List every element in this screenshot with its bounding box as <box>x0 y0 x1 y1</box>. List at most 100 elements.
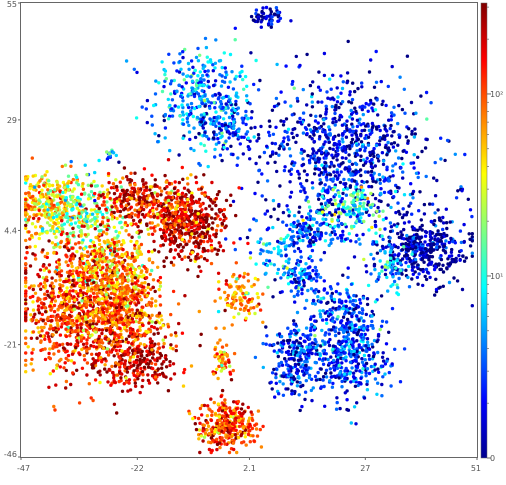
data-point <box>44 266 48 270</box>
data-point <box>255 139 259 143</box>
data-point <box>363 136 367 140</box>
data-point <box>398 212 402 216</box>
data-point <box>348 93 352 97</box>
data-point <box>192 106 197 111</box>
data-point <box>348 146 352 151</box>
data-point <box>249 14 254 19</box>
data-point <box>379 187 383 191</box>
data-point <box>121 176 125 180</box>
data-point <box>123 252 128 256</box>
data-point <box>351 81 355 85</box>
data-point <box>199 120 203 124</box>
data-point <box>150 221 154 225</box>
data-point <box>291 79 295 84</box>
data-point <box>24 276 28 280</box>
data-point <box>168 82 173 86</box>
data-point <box>175 196 179 201</box>
data-point <box>272 207 276 211</box>
data-point <box>434 232 439 237</box>
data-point <box>30 351 34 355</box>
data-point <box>109 383 113 387</box>
data-point <box>206 249 210 253</box>
data-point <box>341 80 345 84</box>
data-point <box>314 127 318 131</box>
data-point <box>24 298 28 302</box>
data-point <box>133 190 137 194</box>
data-point <box>131 355 136 359</box>
data-point <box>343 222 347 226</box>
data-point <box>387 239 392 244</box>
data-point <box>149 304 153 308</box>
data-point <box>118 195 122 199</box>
data-point <box>45 221 50 225</box>
data-point <box>296 120 300 124</box>
data-point <box>405 233 409 238</box>
data-point <box>374 80 379 85</box>
data-point <box>185 103 190 107</box>
data-point <box>199 269 203 273</box>
data-point <box>334 202 338 206</box>
data-point <box>341 209 345 213</box>
data-point <box>137 266 142 270</box>
data-point <box>130 251 134 256</box>
data-point <box>66 320 70 324</box>
data-point <box>468 244 473 248</box>
data-point <box>444 239 448 243</box>
data-point <box>433 194 438 198</box>
data-point <box>71 226 75 231</box>
data-point <box>330 217 334 222</box>
data-point <box>364 101 368 106</box>
data-point <box>207 137 211 141</box>
data-point <box>173 223 177 227</box>
data-point <box>370 106 374 110</box>
data-point <box>336 163 341 167</box>
data-point <box>407 204 411 208</box>
data-point <box>398 75 402 79</box>
data-point <box>77 211 81 215</box>
data-point <box>61 180 66 185</box>
data-point <box>202 83 206 88</box>
data-point <box>318 182 322 186</box>
data-point <box>184 81 188 85</box>
data-point <box>116 234 120 238</box>
data-point <box>45 331 49 335</box>
data-point <box>81 187 86 191</box>
data-point <box>92 249 97 253</box>
data-point <box>78 352 82 357</box>
data-point <box>264 5 269 10</box>
data-point <box>281 210 286 215</box>
data-point <box>221 105 225 110</box>
data-point <box>351 125 355 129</box>
data-point <box>347 100 351 104</box>
data-point <box>424 255 429 259</box>
data-point <box>53 221 57 225</box>
data-point <box>214 196 218 201</box>
data-point <box>156 223 160 227</box>
data-point <box>71 274 76 279</box>
data-point <box>160 362 164 366</box>
data-point <box>100 328 105 332</box>
data-point <box>189 75 193 79</box>
data-point <box>367 103 371 107</box>
data-point <box>31 368 35 372</box>
data-point <box>157 134 161 138</box>
data-point <box>433 160 437 165</box>
data-point <box>142 343 146 347</box>
data-point <box>164 77 168 81</box>
data-point <box>416 263 420 267</box>
data-point <box>58 190 62 194</box>
data-point <box>24 271 28 275</box>
data-point <box>437 262 441 266</box>
data-point <box>290 131 294 135</box>
data-point <box>462 222 466 227</box>
data-point <box>396 245 400 250</box>
data-point <box>385 165 389 169</box>
data-point <box>189 236 193 240</box>
data-point <box>85 223 90 228</box>
data-point <box>348 185 352 189</box>
data-point <box>45 317 50 321</box>
data-point <box>252 82 256 87</box>
data-point <box>112 210 116 215</box>
data-point <box>78 284 82 288</box>
data-point <box>339 170 343 174</box>
